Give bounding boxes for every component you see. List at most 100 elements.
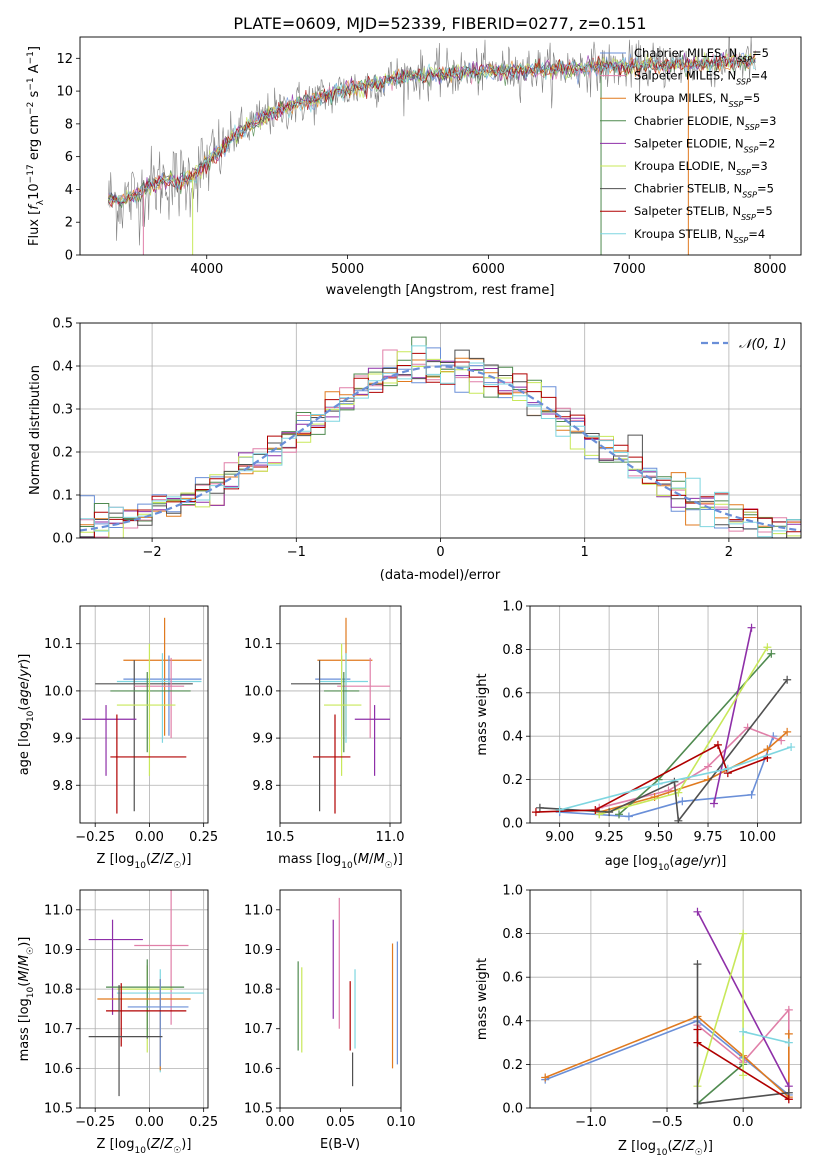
legend-label: Chabrier ELODIE, NSSP=3	[634, 114, 776, 132]
axes-frame	[79, 36, 802, 256]
y-tick-label: 1.0	[502, 600, 523, 615]
x-tick-label: 0	[436, 545, 444, 560]
x-tick-label: −1.0	[575, 1115, 607, 1130]
y-tick-label: 0.8	[502, 927, 523, 942]
weight-marker	[739, 1027, 748, 1036]
weight-marker	[763, 745, 772, 754]
x-tick-label: 0.00	[266, 1115, 295, 1130]
axes-frame	[529, 605, 802, 824]
x-tick-label: 9.25	[595, 830, 624, 845]
y-tick-label: 10.8	[44, 983, 73, 998]
x-axis-label: Z [log10(Z/Z☉)]	[618, 1139, 713, 1158]
legend: Chabrier MILES, NSSP=5 Salpeter MILES, NS…	[600, 46, 776, 244]
legend: 𝒩(0, 1)	[701, 337, 786, 352]
legend-label: Salpeter MILES, NSSP=4	[634, 69, 768, 87]
y-tick-label: 0.2	[502, 1058, 523, 1073]
legend-label: Kroupa STELIB, NSSP=4	[634, 227, 765, 245]
y-tick-label: 10.7	[44, 1022, 73, 1037]
x-tick-label: 2	[725, 545, 733, 560]
y-tick-label: 10.5	[244, 1102, 273, 1117]
panel-spectrum: 4000 5000 6000 7000 8000 0 2 4 6 8 10 12 wavelength …	[26, 36, 802, 298]
weight-marker	[767, 649, 776, 658]
x-axis-label: Z [log10(Z/Z☉)]	[97, 852, 192, 871]
axes-frame	[79, 322, 802, 539]
y-tick-label: 12	[56, 52, 73, 67]
weight-marker	[591, 805, 600, 814]
weight-marker	[693, 1025, 702, 1034]
weight-marker	[535, 803, 544, 812]
x-tick-label: 7000	[613, 262, 646, 277]
legend-label: Salpeter ELODIE, NSSP=2	[634, 136, 775, 154]
x-axis-label: age [log10(age/yr)]	[605, 854, 727, 873]
x-tick-label: 8000	[753, 262, 786, 277]
weight-marker	[739, 929, 748, 938]
y-tick-label: 10.9	[44, 943, 73, 958]
x-tick-label: 10.00	[739, 830, 776, 845]
plot-area	[280, 606, 401, 823]
plot-area	[80, 890, 208, 1108]
weight-marker	[783, 675, 792, 684]
y-tick-label: 8	[65, 117, 73, 132]
figure-title: PLATE=0609, MJD=52339, FIBERID=0277, z=0…	[233, 14, 646, 33]
y-tick-label: 0.2	[52, 446, 73, 461]
y-axis-label: Flux [fλ10−17 erg cm−2 s−1 A−1]	[26, 46, 46, 246]
x-tick-label: 9.75	[694, 830, 723, 845]
panel-mass-vs-ebv: 0.00 0.05 0.10 10.5 10.6 10.7 10.8 10.9 11.0 E(B-…	[244, 889, 415, 1152]
weight-marker	[531, 808, 540, 817]
legend-label: 𝒩(0, 1)	[739, 337, 786, 352]
weight-marker	[615, 810, 624, 819]
y-tick-label: 1.0	[502, 884, 523, 899]
panel-age-vs-Z: −0.25 0.00 0.25 9.8 9.9 10.0 10.1 Z [log10(Z/Z☉…	[17, 605, 218, 871]
axes-frame	[279, 889, 402, 1109]
weight-line-chabrier-elodie	[696, 1063, 744, 1105]
weight-marker	[783, 727, 792, 736]
weight-marker	[763, 643, 772, 652]
x-tick-label: 0.0	[733, 1115, 754, 1130]
spectrum-model-kroupa-stelib	[108, 53, 756, 204]
plot-area	[297, 897, 398, 1087]
x-tick-label: 0.05	[326, 1115, 355, 1130]
y-tick-label: 10.0	[244, 684, 273, 699]
histogram-kroupa-elodie	[80, 351, 801, 538]
weight-marker	[713, 740, 722, 749]
y-tick-label: 9.9	[52, 732, 73, 747]
axes-frame	[79, 605, 209, 824]
x-tick-label: 4000	[190, 262, 223, 277]
weight-marker	[678, 797, 687, 806]
y-tick-label: 2	[65, 216, 73, 231]
weight-marker	[674, 816, 683, 823]
y-tick-label: 0.0	[502, 1102, 523, 1117]
weight-marker	[624, 812, 633, 821]
x-tick-label: −1	[287, 545, 306, 560]
x-tick-label: 9.50	[644, 830, 673, 845]
spectrum-model-chabrier-stelib	[108, 55, 756, 208]
weight-marker	[654, 779, 663, 788]
weight-marker	[693, 960, 702, 969]
normal-curve	[80, 365, 801, 532]
weight-marker	[784, 1005, 793, 1014]
y-tick-label: 11.0	[44, 903, 73, 918]
weight-marker	[555, 805, 564, 814]
y-tick-label: 10.9	[244, 943, 273, 958]
y-axis-label: age [log10(age/yr)]	[17, 654, 36, 776]
y-tick-label: 0.4	[52, 360, 73, 375]
y-tick-label: 0.3	[52, 403, 73, 418]
y-tick-label: 0.0	[502, 817, 523, 832]
y-tick-label: 0.5	[52, 317, 73, 332]
x-tick-label: −0.25	[75, 1115, 115, 1130]
weight-marker	[784, 1038, 793, 1047]
x-tick-label: 0.25	[189, 1115, 218, 1130]
y-tick-label: 11.0	[244, 903, 273, 918]
x-tick-label: 0.00	[135, 1115, 164, 1130]
weight-marker	[787, 743, 796, 752]
plot-area	[530, 606, 801, 823]
y-tick-label: 9.9	[252, 732, 273, 747]
y-tick-label: 9.8	[52, 779, 73, 794]
y-axis-label: mass [log10(M/M☉)]	[17, 937, 36, 1062]
y-tick-label: 0.4	[502, 730, 523, 745]
y-axis-label: mass weight	[475, 958, 490, 1040]
y-axis-label: Normed distribution	[28, 365, 43, 495]
x-tick-label: 5000	[331, 262, 364, 277]
x-axis-label: E(B-V)	[320, 1137, 360, 1152]
